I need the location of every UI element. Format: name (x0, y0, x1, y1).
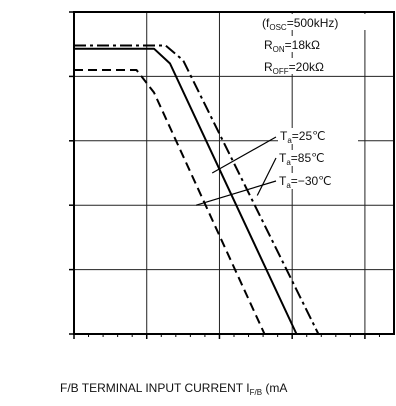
series-leader-line-2 (196, 180, 277, 206)
series-leader-line-1 (256, 157, 277, 196)
cond-bg-fosc (258, 14, 370, 30)
series-label-0: Ta=25℃ (280, 129, 326, 145)
series-label-1-main: T (279, 151, 287, 165)
condition-roff-subscript: OFF (273, 67, 289, 76)
condition-roff-main: R (264, 60, 273, 74)
condition-ron: RON=18kΩ (264, 38, 320, 54)
condition-ron-tail: =18kΩ (285, 38, 320, 52)
condition-ron-subscript: ON (273, 45, 285, 54)
condition-fosc: (fOSC=500kHz) (262, 16, 338, 32)
series-label-2: Ta=−30℃ (279, 174, 332, 190)
series-lines (74, 44, 320, 335)
series-label-0-main: T (280, 129, 288, 143)
series-label-0-subscript: a (287, 136, 292, 145)
axes: F/B TERMINAL INPUT CURRENT IF/B (mA (60, 11, 395, 397)
series-line-1 (74, 44, 320, 335)
series-label-bg-1 (277, 150, 357, 166)
series-line-0 (74, 47, 298, 335)
series-label-2-subscript: a (286, 181, 291, 190)
series-label-bg-0 (278, 128, 358, 144)
cond-bg-ron (262, 36, 328, 52)
series-label-bg-2 (277, 173, 357, 189)
x-axis-label: F/B TERMINAL INPUT CURRENT IF/B (mA (60, 381, 287, 397)
x-axis-label-tail: (mA (262, 381, 287, 395)
condition-roff-tail: =20kΩ (289, 60, 324, 74)
x-axis-label-subscript: F/B (250, 388, 262, 397)
x-axis-label-main: F/B TERMINAL INPUT CURRENT I (60, 381, 250, 395)
condition-fosc-main: (f (262, 16, 270, 30)
series-label-1-tail: =85℃ (291, 151, 325, 165)
series-leader-line-0 (211, 136, 277, 174)
condition-fosc-tail: =500kHz) (287, 16, 339, 30)
annotations: (fOSC=500kHz)RON=18kΩROFF=20kΩTa=25℃Ta=8… (196, 14, 370, 206)
cond-bg-roff (262, 58, 332, 74)
series-label-1: Ta=85℃ (279, 151, 325, 167)
series-label-2-main: T (279, 174, 287, 188)
series-label-2-tail: =−30℃ (291, 174, 332, 188)
condition-fosc-subscript: OSC (269, 23, 287, 32)
condition-ron-main: R (264, 38, 273, 52)
series-line-2 (74, 69, 266, 335)
series-label-0-tail: =25℃ (292, 129, 326, 143)
condition-roff: ROFF=20kΩ (264, 60, 324, 76)
series-label-1-subscript: a (286, 158, 291, 167)
